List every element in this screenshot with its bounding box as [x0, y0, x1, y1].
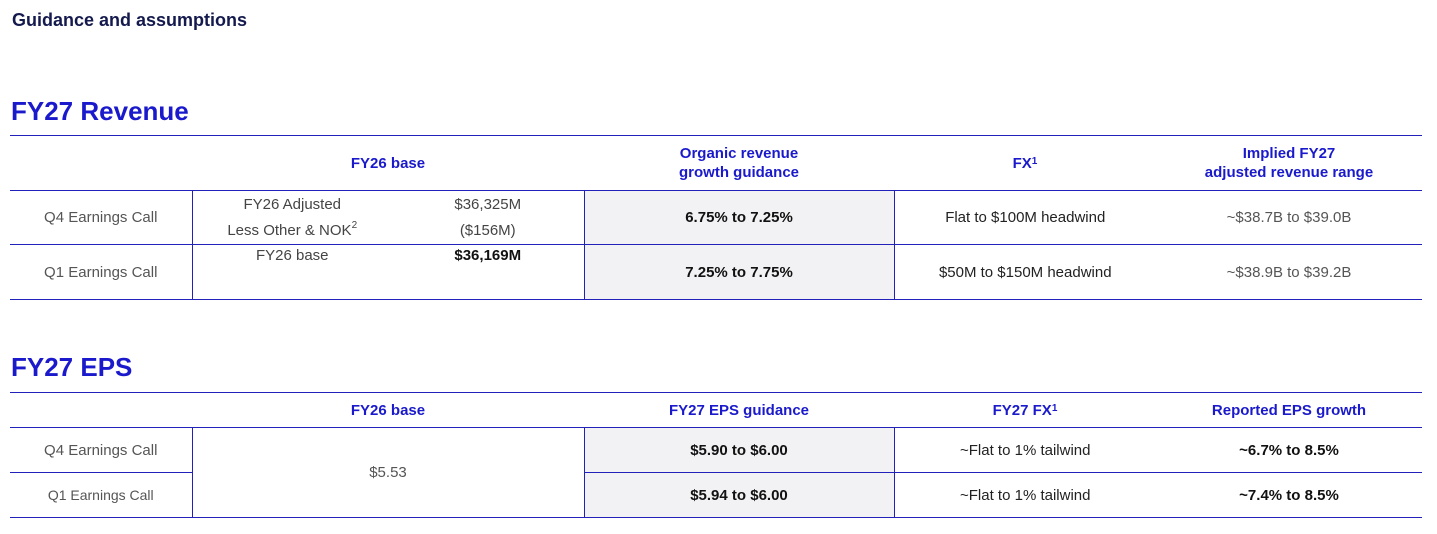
eps-guidance-cell: $5.94 to $6.00	[583, 472, 895, 518]
revenue-header-implied: Implied FY27 adjusted revenue range	[1156, 135, 1422, 191]
row-label: Q4 Earnings Call	[10, 190, 192, 245]
table-row: Q4 Earnings Call $5.53 $5.90 to $6.00 ~F…	[10, 427, 1422, 518]
eps-header-fx-label: FY27 FX	[992, 401, 1052, 419]
eps-header-fx-footnote: 1	[1051, 402, 1058, 414]
revenue-header-row: FY26 base Organic revenue growth guidanc…	[10, 135, 1422, 191]
eps-growth-cell: ~7.4% to 8.5%	[1156, 472, 1422, 518]
revenue-table: FY26 base Organic revenue growth guidanc…	[10, 135, 1422, 300]
revenue-header-organic-line2: growth guidance	[679, 164, 799, 181]
table-row: Q1 Earnings Call $5.94 to $6.00 ~Flat to…	[10, 472, 1422, 518]
eps-header-empty	[10, 392, 192, 428]
revenue-header-organic-line1: Organic revenue	[679, 145, 799, 162]
base-line-label: FY26 Adjusted	[243, 195, 342, 213]
footnote-marker: 2	[351, 219, 358, 231]
revenue-header-empty	[10, 135, 192, 191]
implied-range-cell: ~$38.9B to $39.2B	[1156, 244, 1422, 300]
revenue-header-organic: Organic revenue growth guidance	[584, 135, 894, 191]
base-line-label: Less Other & NOK2	[193, 219, 392, 239]
revenue-header-fx-label: FX	[1012, 154, 1032, 172]
eps-header-guidance: FY27 EPS guidance	[584, 392, 894, 428]
page-title: Guidance and assumptions	[12, 10, 248, 30]
revenue-header-fx: FX1	[894, 135, 1156, 191]
eps-header-fx: FY27 FX1	[894, 392, 1156, 428]
eps-header-base: FY26 base	[192, 392, 584, 428]
base-line-label-text: Less Other & NOK	[227, 221, 352, 239]
eps-table: FY26 base FY27 EPS guidance FY27 FX1 Rep…	[10, 392, 1422, 518]
organic-growth-cell: 7.25% to 7.75%	[583, 244, 895, 300]
row-label: Q1 Earnings Call	[10, 472, 192, 518]
eps-guidance-cell: $5.90 to $6.00	[583, 427, 895, 473]
table-row: Q4 Earnings Call FY26 Adjusted $36,325M …	[10, 190, 1422, 245]
base-line-label: FY26 base	[255, 247, 329, 264]
eps-fx-cell: ~Flat to 1% tailwind	[894, 427, 1156, 473]
base-line-value: ($156M)	[459, 221, 516, 239]
row-label: Q1 Earnings Call	[10, 244, 192, 300]
organic-growth-cell: 6.75% to 7.25%	[583, 190, 895, 245]
revenue-base-cell: FY26 Adjusted $36,325M Less Other & NOK2…	[191, 190, 584, 245]
base-line-value: $36,325M	[454, 195, 522, 213]
implied-range-cell: ~$38.7B to $39.0B	[1156, 190, 1422, 245]
revenue-header-base: FY26 base	[192, 135, 584, 191]
eps-growth-cell: ~6.7% to 8.5%	[1156, 427, 1422, 473]
eps-fx-cell: ~Flat to 1% tailwind	[894, 472, 1156, 518]
eps-base-cell: $5.53	[191, 427, 584, 518]
revenue-section-title: FY27 Revenue	[11, 96, 189, 126]
revenue-base-cell: FY26 base $36,169M	[191, 244, 584, 300]
eps-header-growth: Reported EPS growth	[1156, 392, 1422, 428]
eps-section-title: FY27 EPS	[11, 352, 133, 382]
fx-cell: Flat to $100M headwind	[894, 190, 1156, 245]
revenue-header-implied-line1: Implied FY27	[1242, 145, 1336, 162]
base-line-value: $36,169M	[454, 247, 522, 264]
revenue-header-fx-footnote: 1	[1031, 155, 1038, 167]
row-label: Q4 Earnings Call	[10, 427, 192, 473]
table-row: Q1 Earnings Call FY26 base $36,169M 7.25…	[10, 244, 1422, 300]
fx-cell: $50M to $150M headwind	[894, 244, 1156, 300]
revenue-header-implied-line2: adjusted revenue range	[1204, 164, 1374, 181]
eps-header-row: FY26 base FY27 EPS guidance FY27 FX1 Rep…	[10, 392, 1422, 428]
